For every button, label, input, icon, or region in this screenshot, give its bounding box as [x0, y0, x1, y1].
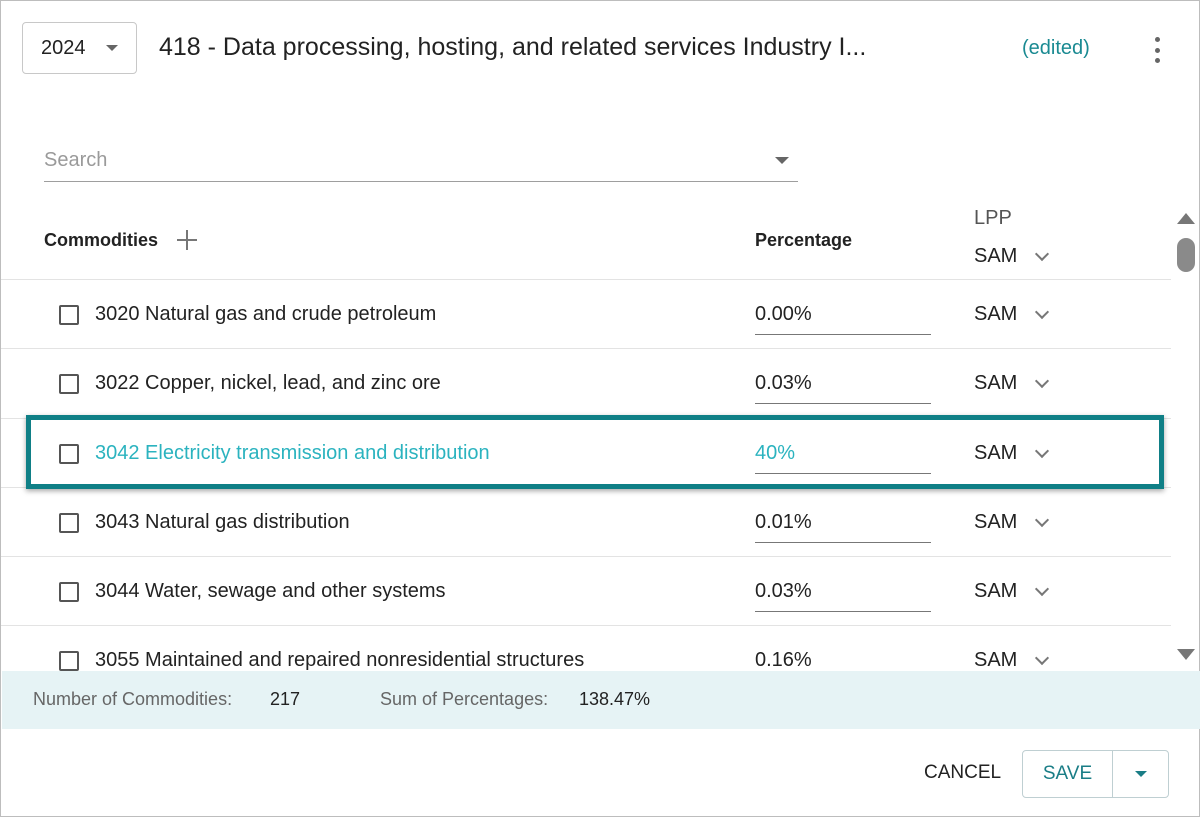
- chevron-down-icon[interactable]: [1034, 443, 1050, 459]
- caret-down-icon: [106, 45, 118, 51]
- scrollbar-thumb[interactable]: [1177, 238, 1195, 272]
- table-row: 3043 Natural gas distribution 0.01% SAM: [1, 487, 1171, 556]
- more-vertical-icon[interactable]: [1151, 37, 1163, 63]
- add-commodity-icon[interactable]: [177, 230, 197, 250]
- input-underline: [755, 403, 931, 404]
- chevron-down-icon[interactable]: [1034, 650, 1050, 666]
- summary-bar: Number of Commodities: 217 Sum of Percen…: [2, 671, 1200, 729]
- commodity-name: 3044 Water, sewage and other systems: [95, 580, 446, 602]
- lpp-select[interactable]: SAM: [974, 511, 1018, 533]
- chevron-down-icon[interactable]: [1034, 581, 1050, 597]
- lpp-select[interactable]: SAM: [974, 372, 1018, 394]
- percentage-sum-label: Sum of Percentages:: [380, 689, 549, 709]
- input-underline: [755, 334, 931, 335]
- column-header-commodities: Commodities: [44, 230, 159, 250]
- lpp-select[interactable]: SAM: [974, 442, 1018, 464]
- chevron-down-icon[interactable]: [1034, 304, 1050, 320]
- lpp-select[interactable]: SAM: [974, 580, 1018, 602]
- commodity-name: 3055 Maintained and repaired nonresident…: [95, 649, 585, 671]
- input-underline: [755, 611, 931, 612]
- divider: [1112, 751, 1113, 797]
- page-title: 418 - Data processing, hosting, and rela…: [159, 33, 867, 61]
- percentage-input[interactable]: 40%: [755, 442, 796, 464]
- year-value: 2024: [41, 36, 86, 59]
- percentage-input[interactable]: 0.16%: [755, 649, 812, 671]
- commodity-name: 3022 Copper, nickel, lead, and zinc ore: [95, 372, 441, 394]
- commodity-count-value: 217: [270, 689, 301, 709]
- save-button[interactable]: SAVE: [1023, 751, 1112, 797]
- input-underline: [755, 473, 931, 474]
- chevron-down-icon[interactable]: [1034, 512, 1050, 528]
- edited-status: (edited): [1022, 37, 1090, 59]
- percentage-input[interactable]: 0.03%: [755, 580, 812, 602]
- percentage-sum-value: 138.47%: [579, 689, 651, 709]
- commodity-name: 3020 Natural gas and crude petroleum: [95, 303, 437, 325]
- percentage-input[interactable]: 0.03%: [755, 372, 812, 394]
- table-row: 3020 Natural gas and crude petroleum 0.0…: [1, 279, 1171, 348]
- scroll-down-arrow-icon[interactable]: [1177, 649, 1195, 660]
- table-row-highlighted: 3042 Electricity transmission and distri…: [1, 418, 1171, 487]
- table-row: 3055 Maintained and repaired nonresident…: [1, 625, 1171, 671]
- save-options-button[interactable]: [1113, 751, 1169, 797]
- column-header-percentage: Percentage: [755, 230, 853, 250]
- row-checkbox[interactable]: [59, 444, 79, 464]
- table-row: 3044 Water, sewage and other systems 0.0…: [1, 556, 1171, 625]
- commodity-count-label: Number of Commodities:: [33, 689, 233, 709]
- search-input[interactable]: [44, 141, 744, 172]
- caret-down-icon: [1135, 771, 1147, 777]
- input-underline: [755, 542, 931, 543]
- row-checkbox[interactable]: [59, 374, 79, 394]
- percentage-input[interactable]: 0.00%: [755, 303, 812, 325]
- chevron-down-icon[interactable]: [1034, 373, 1050, 389]
- commodity-name: 3043 Natural gas distribution: [95, 511, 350, 533]
- search-field[interactable]: [44, 141, 798, 182]
- column-header-lpp: LPP: [974, 207, 1012, 229]
- row-checkbox[interactable]: [59, 513, 79, 533]
- chevron-down-icon[interactable]: [1034, 246, 1050, 262]
- lpp-select[interactable]: SAM: [974, 303, 1018, 325]
- commodity-list: 3020 Natural gas and crude petroleum 0.0…: [1, 279, 1171, 671]
- row-checkbox[interactable]: [59, 305, 79, 325]
- percentage-input[interactable]: 0.01%: [755, 511, 812, 533]
- year-select[interactable]: 2024: [22, 22, 137, 74]
- cancel-button[interactable]: CANCEL: [924, 762, 1002, 783]
- lpp-select[interactable]: SAM: [974, 649, 1018, 671]
- table-row: 3022 Copper, nickel, lead, and zinc ore …: [1, 348, 1171, 417]
- row-checkbox[interactable]: [59, 651, 79, 671]
- row-checkbox[interactable]: [59, 582, 79, 602]
- scroll-up-arrow-icon[interactable]: [1177, 213, 1195, 224]
- lpp-all-select[interactable]: SAM: [974, 245, 1018, 267]
- save-button-group: SAVE: [1022, 750, 1169, 798]
- commodity-name: 3042 Electricity transmission and distri…: [95, 442, 490, 464]
- caret-down-icon[interactable]: [775, 157, 789, 164]
